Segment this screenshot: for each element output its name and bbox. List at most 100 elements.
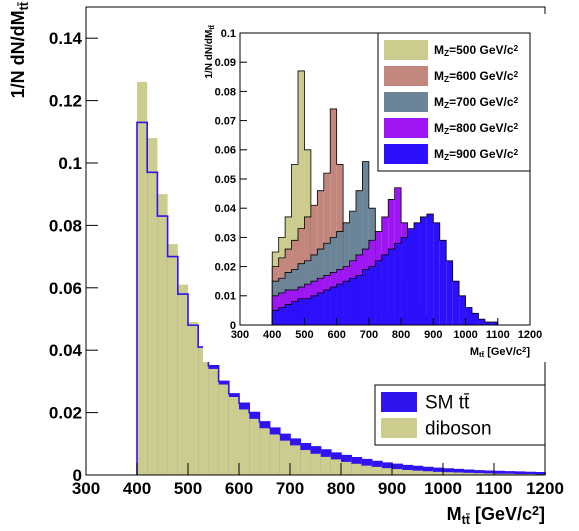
y-axis-title: 1/N dN/dMtt̄ <box>204 24 216 78</box>
histogram-bar <box>290 445 301 475</box>
y-axis-title: 1/N dN/dMtt̄ <box>8 1 31 98</box>
histogram-bar <box>285 304 292 325</box>
histogram-bar <box>459 295 466 325</box>
histogram-bar <box>439 240 447 325</box>
label-part: [GeV/c <box>470 504 532 524</box>
label-part: tt̄ <box>462 513 471 527</box>
histogram-bar <box>239 409 250 475</box>
label-part: 2 <box>532 504 539 518</box>
label-part: Z <box>444 153 449 163</box>
histogram-bar <box>349 278 356 325</box>
histogram-bar <box>298 70 305 326</box>
y-tick-label: 0 <box>230 320 236 332</box>
histogram-bar <box>534 472 545 475</box>
y-tick-label: 0.08 <box>49 216 82 235</box>
label-part: M <box>434 95 444 109</box>
x-tick-label: 1000 <box>453 329 477 341</box>
x-tick-label: 600 <box>225 479 253 498</box>
x-tick-label: 800 <box>327 479 355 498</box>
y-tick-label: 0.03 <box>215 232 236 244</box>
histogram-bar <box>432 471 443 475</box>
histogram-bar <box>422 471 433 475</box>
x-tick-label: 1100 <box>476 479 513 498</box>
histogram-bar <box>414 222 421 325</box>
label-part: =900 GeV/c <box>449 147 514 161</box>
histogram-bar <box>494 473 505 475</box>
histogram-bar <box>465 307 472 325</box>
x-tick-label: 700 <box>276 479 304 498</box>
y-tick-label: 0.06 <box>215 145 236 157</box>
histogram-bar <box>300 450 311 475</box>
label-part: M <box>470 346 479 358</box>
label-part: 2 <box>514 43 519 53</box>
y-tick-label: 0.12 <box>49 92 82 111</box>
x-tick-label: 400 <box>123 479 151 498</box>
x-tick-label: 300 <box>231 329 249 341</box>
histogram-bar <box>426 214 434 325</box>
histogram-bar <box>443 469 454 475</box>
legend-swatch <box>381 392 417 412</box>
label-part: =800 GeV/c <box>449 121 514 135</box>
y-tick-label: 0.09 <box>215 57 236 69</box>
histogram-bar <box>362 161 369 325</box>
x-tick-label: 900 <box>424 329 442 341</box>
x-tick-label: 500 <box>295 329 313 341</box>
y-tick-label: 0.08 <box>215 86 236 98</box>
histogram-bar <box>452 281 460 325</box>
legend-label: SM tt̄ <box>425 393 470 414</box>
histogram-bar <box>147 138 158 476</box>
legend-swatch <box>381 418 417 438</box>
histogram-bar <box>420 216 427 325</box>
histogram-bar <box>453 469 464 475</box>
histogram-bar <box>298 298 305 325</box>
x-tick-label: 500 <box>174 479 202 498</box>
label-part: 2 <box>514 121 519 131</box>
histogram-bar <box>278 307 286 325</box>
histogram-bar <box>473 473 484 475</box>
histogram-bar <box>310 453 321 475</box>
histogram-bar <box>361 465 372 475</box>
label-part: Z <box>444 101 449 111</box>
legend-label: diboson <box>425 419 492 440</box>
label-part: 1/N dN/dM <box>8 10 28 98</box>
label-part: [GeV/c <box>484 346 522 358</box>
histogram-bar <box>473 470 484 475</box>
histogram-bar <box>157 194 168 475</box>
histogram-bar <box>432 468 443 475</box>
legend-label: MZ=700 GeV/c2 <box>434 95 519 111</box>
histogram-bar <box>453 472 464 475</box>
label-part: Z <box>444 49 449 59</box>
histogram-bar <box>272 310 279 325</box>
y-tick-label: 0.01 <box>215 291 236 303</box>
label-part: ] <box>526 346 530 358</box>
histogram-bar <box>317 292 324 325</box>
histogram-bar <box>249 418 260 475</box>
histogram-bar <box>446 260 453 325</box>
legend-label: MZ=600 GeV/c2 <box>434 69 519 85</box>
histogram-bar <box>401 237 408 325</box>
histogram-bar <box>304 298 311 325</box>
histogram-bar <box>167 244 178 475</box>
histogram-bar <box>514 472 525 475</box>
histogram-bar <box>407 228 414 325</box>
histogram-bar <box>443 472 454 475</box>
x-tick-label: 1200 <box>526 479 564 498</box>
histogram-bar <box>137 81 148 475</box>
x-tick-label: 1200 <box>518 329 542 341</box>
histogram-bar <box>504 471 515 475</box>
label-part: M <box>447 504 462 524</box>
histogram-bar <box>388 249 395 325</box>
legend-swatch <box>384 118 428 138</box>
x-tick-label: 800 <box>392 329 410 341</box>
label-part: M <box>434 121 444 135</box>
y-tick-label: 0.1 <box>221 28 236 40</box>
x-axis-title: Mtt̄ [GeV/c2] <box>470 345 530 360</box>
histogram-bar <box>472 313 479 325</box>
histogram-bar <box>483 473 494 475</box>
label-part: tt̄ <box>479 350 485 359</box>
label-part: M <box>434 43 444 57</box>
histogram-bar <box>412 470 423 475</box>
x-tick-label: 1100 <box>486 329 510 341</box>
histogram-bar <box>198 347 209 475</box>
label-part: M <box>434 69 444 83</box>
